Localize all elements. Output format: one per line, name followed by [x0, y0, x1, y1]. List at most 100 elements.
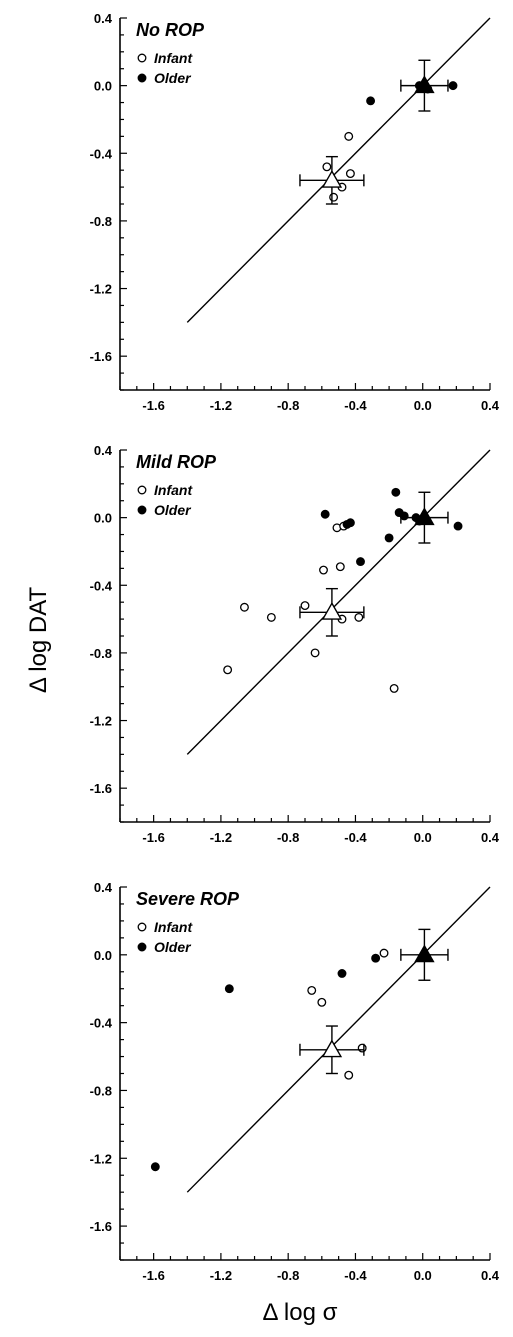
- older-data-point: [345, 518, 355, 528]
- older-mean-errorbar: [400, 928, 449, 981]
- x-tick-label: -0.8: [277, 398, 299, 413]
- infant-data-point: [357, 1043, 367, 1053]
- y-tick-label: -0.4: [90, 1016, 113, 1031]
- infant-data-point: [335, 562, 345, 572]
- x-tick-label: -1.6: [142, 398, 164, 413]
- infant-data-point: [319, 565, 328, 575]
- x-tick-label: -1.2: [210, 1268, 232, 1283]
- older-mean-triangle: [414, 944, 435, 963]
- legend-label: Older: [154, 939, 192, 955]
- y-tick-label: -0.4: [90, 146, 113, 161]
- y-tick-label: 0.0: [94, 79, 112, 94]
- older-data-point: [337, 969, 347, 978]
- infant-data-point: [310, 648, 320, 658]
- infant-data-point: [223, 665, 233, 675]
- x-tick-label: 0.0: [414, 830, 432, 845]
- y-tick-label: -1.6: [90, 781, 112, 796]
- infant-data-point: [379, 948, 389, 958]
- older-data-point: [356, 557, 365, 567]
- infant-data-point: [317, 997, 327, 1007]
- infant-data-point: [300, 601, 310, 611]
- legend-filled-marker: [137, 942, 147, 952]
- older-data-point: [224, 984, 234, 994]
- legend-open-marker: [137, 53, 147, 63]
- older-data-point: [399, 511, 409, 521]
- panel-title: Mild ROP: [136, 452, 217, 472]
- infant-mean-triangle: [321, 1039, 343, 1058]
- x-tick-label: -0.4: [344, 1268, 367, 1283]
- y-tick-label: 0.4: [94, 443, 113, 458]
- older-mean-errorbar: [400, 59, 449, 112]
- infant-mean-triangle: [321, 601, 343, 620]
- x-tick-label: -1.6: [142, 830, 164, 845]
- y-tick-label: -1.6: [90, 349, 112, 364]
- older-data-point: [391, 487, 401, 497]
- older-data-point: [366, 96, 376, 106]
- y-tick-label: -1.2: [90, 282, 112, 297]
- x-tick-label: 0.4: [481, 1268, 500, 1283]
- older-data-point: [448, 81, 458, 91]
- y-tick-label: -0.4: [90, 578, 113, 593]
- y-tick-label: 0.0: [94, 511, 112, 526]
- x-tick-label: -0.8: [277, 830, 299, 845]
- infant-data-point: [389, 683, 399, 693]
- legend-label: Older: [154, 70, 192, 86]
- infant-data-point: [307, 985, 317, 995]
- panel-3: 0.4 0.0 -0.4 -0.8 -1.2 -1.6 -1.6 -1.2 -0.8 -0.4 0.…: [90, 880, 500, 1283]
- legend-label: Older: [154, 502, 192, 518]
- x-tick-label: 0.0: [414, 1268, 432, 1283]
- legend-open-marker: [137, 485, 147, 495]
- infant-mean-errorbar: [299, 587, 365, 637]
- infant-data-point: [266, 612, 276, 622]
- x-tick-label: -0.4: [344, 398, 367, 413]
- infant-data-point: [322, 162, 332, 172]
- infant-mean-errorbar: [299, 155, 365, 205]
- legend: Infant Older: [137, 482, 193, 518]
- x-tick-label: 0.4: [481, 830, 500, 845]
- y-tick-label: -0.8: [90, 646, 112, 661]
- panel-1: 0.4 0.0 -0.4 -0.8 -1.2 -1.6 -1.6 -1.2 -0.8 -0.4 0.…: [90, 11, 500, 413]
- legend-open-marker: [137, 922, 147, 932]
- y-tick-label: -1.2: [90, 1151, 112, 1166]
- panel-2: 0.4 0.0 -0.4 -0.8 -1.2 -1.6 -1.6 -1.2 -0.8 -0.4 0.…: [90, 443, 500, 845]
- x-tick-label: -1.2: [210, 398, 232, 413]
- legend-filled-marker: [137, 73, 147, 83]
- x-axis-title: Δ log σ: [263, 1299, 338, 1326]
- infant-data-point: [345, 169, 355, 179]
- identity-line: [186, 886, 491, 1193]
- y-tick-label: -0.8: [90, 1083, 112, 1098]
- x-tick-label: 0.0: [414, 398, 432, 413]
- older-data-point: [453, 521, 463, 531]
- older-data-point: [320, 509, 330, 519]
- x-tick-label: -1.2: [210, 830, 232, 845]
- y-tick-label: -1.2: [90, 714, 112, 729]
- older-data-point: [371, 953, 381, 963]
- panel-title: No ROP: [136, 20, 205, 40]
- x-tick-label: -1.6: [142, 1268, 164, 1283]
- infant-data-point: [344, 1070, 354, 1080]
- infant-data-point: [344, 131, 354, 141]
- older-mean-triangle: [414, 507, 435, 526]
- identity-line: [186, 17, 491, 323]
- older-mean-errorbar: [400, 491, 449, 544]
- x-tick-label: 0.4: [481, 398, 500, 413]
- infant-data-point: [354, 612, 364, 622]
- legend: Infant Older: [137, 50, 193, 86]
- x-tick-label: -0.8: [277, 1268, 299, 1283]
- y-axis-title: Δ log DAT: [25, 587, 52, 694]
- y-tick-label: -1.6: [90, 1219, 112, 1234]
- y-tick-label: 0.4: [94, 880, 113, 895]
- legend: Infant Older: [137, 919, 193, 955]
- y-tick-label: -0.8: [90, 214, 112, 229]
- y-tick-label: 0.4: [94, 11, 113, 26]
- legend-filled-marker: [137, 505, 147, 515]
- infant-data-point: [329, 192, 339, 202]
- infant-mean-triangle: [321, 169, 343, 188]
- panel-title: Severe ROP: [136, 889, 240, 909]
- older-data-point: [384, 533, 394, 543]
- infant-data-point: [240, 602, 249, 612]
- older-mean-triangle: [414, 75, 435, 94]
- x-tick-label: -0.4: [344, 830, 367, 845]
- legend-label: Infant: [154, 50, 193, 66]
- y-tick-label: 0.0: [94, 948, 112, 963]
